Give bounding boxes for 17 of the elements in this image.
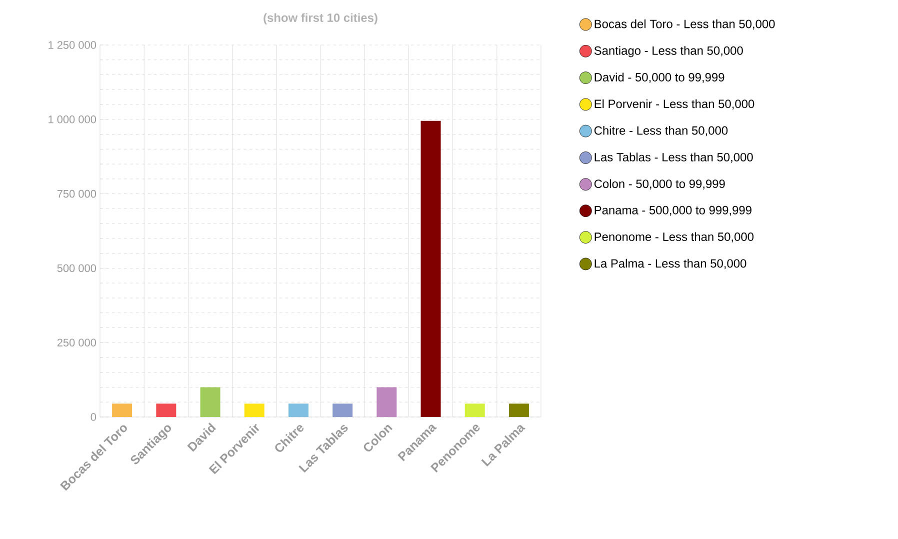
legend-label: David - 50,000 to 99,999 xyxy=(594,72,724,83)
y-tick-label: 0 xyxy=(90,413,96,421)
y-tick-label: 1 250 000 xyxy=(48,41,96,49)
legend-label: Penonome - Less than 50,000 xyxy=(594,232,754,242)
y-tick-label: 750 000 xyxy=(57,190,96,198)
chart-title: (show first 10 cities) xyxy=(264,13,378,24)
legend-label: Bocas del Toro - Less than 50,000 xyxy=(594,19,775,30)
y-tick-label: 250 000 xyxy=(57,338,96,346)
legend-label: El Porvenir - Less than 50,000 xyxy=(594,99,754,110)
y-tick-label: 500 000 xyxy=(57,264,96,272)
legend-label: Panama - 500,000 to 999,999 xyxy=(594,206,752,216)
y-tick-label: 1 000 000 xyxy=(48,116,96,124)
legend-label: Chitre - Less than 50,000 xyxy=(594,126,728,136)
legend-label: Santiago - Less than 50,000 xyxy=(594,46,743,58)
legend-label: Las Tablas - Less than 50,000 xyxy=(594,152,753,163)
legend-label: La Palma - Less than 50,000 xyxy=(594,258,746,270)
legend-label: Colon - 50,000 to 99,999 xyxy=(594,179,725,190)
